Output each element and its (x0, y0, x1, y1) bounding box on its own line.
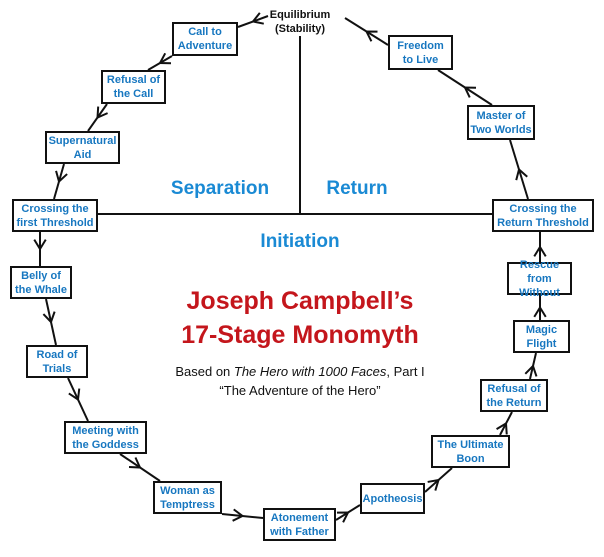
title-line-2: 17-Stage Monomyth (181, 321, 419, 349)
arrowhead-icon (33, 239, 47, 251)
arrowhead-icon (463, 86, 477, 98)
equilibrium-text: Equilibrium (269, 9, 331, 21)
arrowhead-icon (158, 52, 172, 65)
arrowhead-icon (524, 364, 538, 377)
stage-box-3: Supernatural Aid (45, 131, 120, 164)
phase-separation: Separation (170, 178, 270, 199)
stage-box-11: The Ultimate Boon (431, 435, 510, 468)
arrowhead-icon (364, 30, 378, 42)
phase-initiation: Initiation (260, 231, 340, 252)
subtitle-suffix: , Part I (386, 364, 425, 379)
diagram-subtitle: Based on The Hero with 1000 Faces, Part … (175, 362, 424, 400)
stage-box-15: Crossing the Return Threshold (492, 199, 594, 232)
title-line-1: Joseph Campbell’s (186, 287, 414, 315)
arrowhead-icon (515, 167, 528, 181)
stage-box-7: Meeting with the Goddess (64, 421, 147, 454)
stage-box-1: Call to Adventure (172, 22, 238, 56)
arrowhead-icon (251, 12, 264, 25)
stage-box-9: Atonement with Father (263, 508, 336, 541)
stage-box-14: Rescue from Without (507, 259, 572, 299)
arrowhead-icon (533, 305, 547, 318)
stage-box-13: Magic Flight (513, 320, 570, 353)
arrowhead-icon (336, 511, 350, 523)
subtitle-prefix: Based on (175, 364, 234, 379)
stage-box-8: Woman as Temptress (153, 481, 222, 514)
arrowhead-icon (55, 170, 68, 184)
arrowhead-icon (96, 106, 108, 120)
equilibrium-label: Equilibrium (Stability) (270, 8, 331, 36)
arrowhead-icon (42, 311, 56, 324)
subtitle-line-2: “The Adventure of the Hero” (219, 383, 381, 398)
arrowhead-icon (496, 421, 508, 435)
subtitle-book: The Hero with 1000 Faces (233, 364, 387, 379)
arrowhead-icon (232, 508, 245, 522)
stage-box-17: Freedom to Live (388, 35, 453, 70)
phase-return: Return (326, 178, 388, 199)
arrowhead-icon (533, 245, 547, 257)
arrowhead-icon (128, 457, 142, 469)
stage-box-10: Apotheosis (360, 483, 425, 514)
stage-box-2: Refusal of the Call (101, 70, 166, 104)
stability-text: (Stability) (274, 23, 326, 35)
stage-box-5: Belly of the Whale (10, 266, 72, 299)
stage-box-12: Refusal of the Return (480, 379, 548, 412)
arrowhead-icon (68, 388, 81, 402)
stage-box-4: Crossing the first Threshold (12, 199, 98, 232)
arrowhead-icon (427, 478, 440, 491)
diagram-title: Joseph Campbell’s 17-Stage Monomyth (181, 284, 419, 352)
stage-box-6: Road of Trials (26, 345, 88, 378)
stage-box-16: Master of Two Worlds (467, 105, 535, 140)
